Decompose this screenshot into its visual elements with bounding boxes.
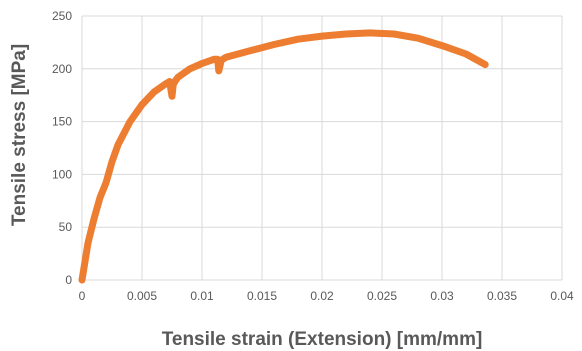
x-tick-label: 0.02	[310, 289, 334, 303]
series-layer	[78, 29, 489, 284]
x-tick-label: 0.03	[430, 289, 454, 303]
x-tick-label: 0.025	[367, 289, 397, 303]
y-tick-label: 0	[65, 273, 72, 287]
y-axis-title: Tensile stress [MPa]	[9, 44, 30, 226]
y-tick-label: 50	[59, 220, 73, 234]
x-tick-label: 0.035	[487, 289, 517, 303]
y-tick-label: 200	[52, 62, 72, 76]
x-tick-label: 0.015	[247, 289, 277, 303]
x-tick-label: 0.04	[550, 289, 574, 303]
y-tick-label: 100	[52, 167, 72, 181]
y-tick-labels: 0 50 100 150 200 250	[52, 9, 72, 287]
x-axis-title: Tensile strain (Extension) [mm/mm]	[162, 329, 483, 350]
y-tick-label: 250	[52, 9, 72, 23]
x-tick-label: 0.01	[190, 289, 214, 303]
grid-lines	[81, 15, 563, 281]
x-tick-label: 0	[79, 289, 86, 303]
y-tick-label: 150	[52, 115, 72, 129]
x-tick-label: 0.005	[127, 289, 157, 303]
series-line	[78, 29, 489, 284]
x-tick-labels: 0 0.005 0.01 0.015 0.02 0.025 0.03 0.035 0.04	[79, 289, 574, 303]
